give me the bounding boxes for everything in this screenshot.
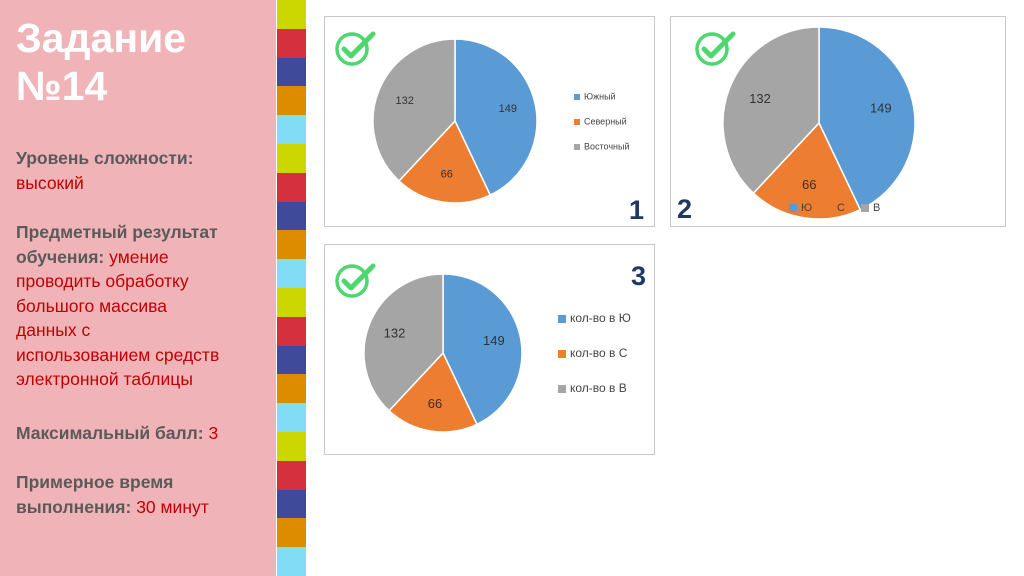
subject-label-1: Предметный результат [16,222,218,242]
title-line-1: Задание [16,15,187,61]
pie-slice [363,273,444,412]
color-stripe [277,374,306,404]
legend-label: Южный [584,91,616,101]
subject-value-1: умение [109,246,169,267]
color-stripe [277,201,306,231]
legend-label: С [837,202,845,214]
pie-data-label: 132 [395,95,413,107]
pie-data-label: 66 [802,177,816,192]
subject-value-3: большого массива [16,295,167,316]
legend-label: кол-во в Ю [570,311,631,325]
pie-slice [752,121,862,220]
pie-slice [722,26,820,195]
color-stripe [277,460,306,491]
pie-slice [397,119,492,204]
checkmark-icon [335,31,376,66]
subject-value-5: использованием средств [16,344,220,365]
chart-panel-3: 149 66 132 кол-во в Ю кол-во в С кол-во в В 3 [324,244,655,455]
checkmark-icon [695,31,736,66]
color-stripe [277,316,306,347]
subject-result-block: Предметный результат обучения: умение пр… [16,220,272,392]
legend-swatch [861,204,869,212]
pie-slice [442,273,523,426]
legend-swatch [574,144,580,150]
chart-panel-2: 149 66 132 Ю С В [670,16,1006,227]
title-line-2: №14 [16,63,108,109]
difficulty-block: Уровень сложности: высокий [16,146,272,195]
panel-number-2: 2 [677,194,693,224]
legend-swatch [558,385,566,393]
color-stripe [277,28,306,59]
legend-label: Восточный [584,141,630,151]
max-score-value: 3 [208,423,219,443]
legend-label: Ю [801,202,812,214]
color-stripe-column [277,0,306,576]
color-stripe [277,144,306,174]
color-stripe [277,259,306,289]
legend-swatch [558,350,566,358]
color-stripe [277,230,306,260]
pie-data-label: 149 [870,100,892,115]
subject-value-4: данных с [16,320,91,340]
subject-label-2: обучения: [16,246,105,267]
legend-swatch [558,315,566,323]
legend-swatch [574,119,580,125]
color-stripe [277,345,306,375]
time-value: 30 минут [136,496,209,517]
pie-chart-3: 149 66 132 кол-во в Ю кол-во в С кол-во в В [363,273,631,433]
slide-title: Задание №14 [16,14,266,110]
color-stripe [277,57,306,87]
panel-number-3: 3 [631,261,647,291]
pie-data-label: 66 [441,168,453,180]
legend-label: кол-во в С [570,346,628,360]
difficulty-label: Уровень сложности: [16,148,194,168]
pie-data-label: 66 [428,396,442,411]
time-label-1: Примерное время [16,472,174,492]
checkmark-icon [335,263,376,298]
color-stripe [277,172,306,203]
pie-slice [454,38,538,197]
legend-label: Северный [584,116,627,126]
pie-data-label: 132 [749,91,771,106]
color-stripe [277,518,306,548]
legend-swatch [825,204,833,212]
color-stripe [277,115,306,145]
max-score-block: Максимальный балл: 3 [16,421,272,446]
pie-slice [372,38,456,182]
sidebar-panel: Задание №14 Уровень сложности: высокий П… [0,0,276,576]
color-stripe [277,288,306,318]
pie-slice [818,26,916,211]
color-stripe [277,432,306,462]
pie-data-label: 149 [499,103,517,115]
pie-chart-2: 149 66 132 Ю С В [722,26,916,220]
max-score-label: Максимальный балл: [16,423,204,443]
legend-swatch [574,94,580,100]
color-stripe [277,403,306,433]
legend-label: В [873,202,880,214]
pie-data-label: 132 [384,325,406,340]
panel-number-1: 1 [629,195,645,225]
color-stripe [277,0,306,30]
color-stripe [277,86,306,116]
difficulty-value: высокий [16,172,84,193]
subject-value-2: проводить обработку [16,271,189,291]
color-stripe [277,547,306,576]
pie-slice [388,351,478,433]
color-stripe [277,489,306,519]
chart-panel-1: 149 66 132 Южный Северный Восточный 1 [324,16,655,227]
pie-chart-1: 149 66 132 Южный Северный Восточный [372,38,630,204]
time-label-2: выполнения: [16,496,132,517]
subject-value-6: электронной таблицы [16,369,193,389]
legend-label: кол-во в В [570,381,627,395]
pie-data-label: 149 [483,333,505,348]
legend-swatch [789,204,797,212]
time-block: Примерное время выполнения: 30 минут [16,470,272,519]
